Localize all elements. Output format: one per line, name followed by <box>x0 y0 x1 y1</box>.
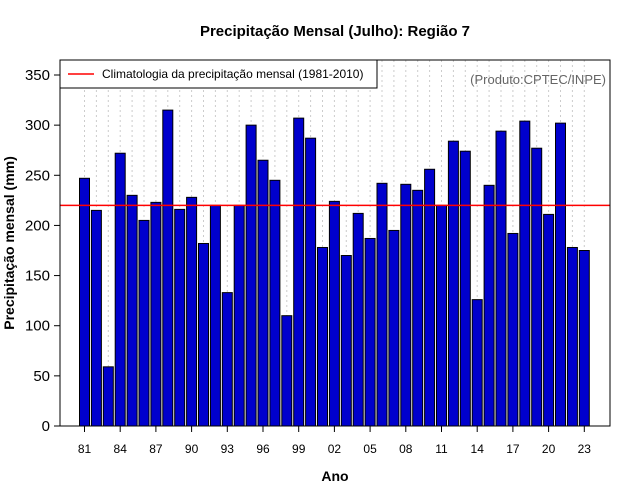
y-tick-label: 50 <box>33 368 50 385</box>
x-axis-label: Ano <box>321 468 348 484</box>
x-tick-label: 05 <box>363 442 377 456</box>
bar-2001 <box>317 246 328 427</box>
y-tick-label: 0 <box>42 418 50 435</box>
bar-2017 <box>507 232 519 427</box>
x-tick-label: 81 <box>78 442 92 456</box>
x-tick-label: 23 <box>578 442 592 456</box>
bars <box>79 109 590 427</box>
bar-2010 <box>424 168 436 427</box>
y-tick-label: 300 <box>25 117 50 134</box>
bar-1997 <box>269 179 281 427</box>
bar-2021 <box>555 122 566 427</box>
bar-2007 <box>388 229 400 427</box>
x-tick-label: 02 <box>328 442 342 456</box>
bar-1983 <box>102 366 114 427</box>
bar-1992 <box>209 204 221 427</box>
y-axis: 0 50 100 150 200 250 300 350 <box>25 67 60 435</box>
bar-2009 <box>412 189 424 427</box>
x-tick-label: 84 <box>114 442 128 456</box>
bar-1981 <box>79 177 90 427</box>
bar-2023 <box>578 250 590 427</box>
bar-1993 <box>221 292 233 427</box>
x-tick-label: 20 <box>542 442 556 456</box>
bar-1987 <box>150 201 162 427</box>
bar-2022 <box>566 246 578 427</box>
y-tick-label: 200 <box>25 217 50 234</box>
x-tick-label: 08 <box>399 442 413 456</box>
bar-1982 <box>90 209 102 427</box>
x-tick-label: 99 <box>292 442 306 456</box>
legend: Climatologia da precipitação mensal (198… <box>59 59 378 89</box>
bar-1995 <box>245 124 257 427</box>
bar-2016 <box>495 130 507 427</box>
bar-1984 <box>114 152 126 427</box>
bar-2008 <box>400 183 412 427</box>
bar-2011 <box>436 204 447 427</box>
bar-1991 <box>198 242 209 427</box>
bar-2018 <box>519 120 531 427</box>
bar-2005 <box>364 237 376 427</box>
bar-1994 <box>233 204 245 427</box>
bar-2004 <box>352 212 364 427</box>
bar-2000 <box>305 137 317 427</box>
credit-text: (Produto:CPTEC/INPE) <box>470 72 606 87</box>
bar-2003 <box>340 255 352 427</box>
x-tick-label: 87 <box>149 442 163 456</box>
bar-2006 <box>376 182 388 427</box>
bar-2002 <box>328 200 340 427</box>
y-tick-label: 350 <box>25 67 50 84</box>
x-tick-label: 96 <box>256 442 270 456</box>
x-tick-label: 14 <box>471 442 485 456</box>
x-axis: 81 84 87 90 93 96 99 02 05 08 11 14 17 20 23 <box>78 426 591 456</box>
bar-1985 <box>126 194 138 427</box>
bar-1999 <box>293 117 305 427</box>
bar-1989 <box>174 208 186 427</box>
y-tick-label: 250 <box>25 167 50 184</box>
bar-1986 <box>138 219 150 427</box>
x-tick-label: 11 <box>435 442 448 456</box>
legend-box <box>59 59 378 89</box>
y-axis-label: Precipitação mensal (mm) <box>1 156 17 330</box>
x-tick-label: 90 <box>185 442 199 456</box>
bar-1996 <box>257 159 269 427</box>
bar-2013 <box>459 150 471 427</box>
bar-1998 <box>281 315 293 427</box>
chart-title: Precipitação Mensal (Julho): Região 7 <box>200 23 470 40</box>
bar-2019 <box>531 147 543 427</box>
bar-2014 <box>471 299 483 427</box>
bar-2015 <box>483 184 495 427</box>
bar-2020 <box>543 213 555 427</box>
y-tick-label: 100 <box>25 318 50 335</box>
y-tick-label: 150 <box>25 268 50 285</box>
x-tick-label: 93 <box>221 442 235 456</box>
x-tick-label: 17 <box>506 442 520 456</box>
bar-2012 <box>447 140 459 427</box>
bar-1988 <box>162 109 174 427</box>
bar-1990 <box>186 196 198 427</box>
legend-label: Climatologia da precipitação mensal (198… <box>102 67 363 81</box>
